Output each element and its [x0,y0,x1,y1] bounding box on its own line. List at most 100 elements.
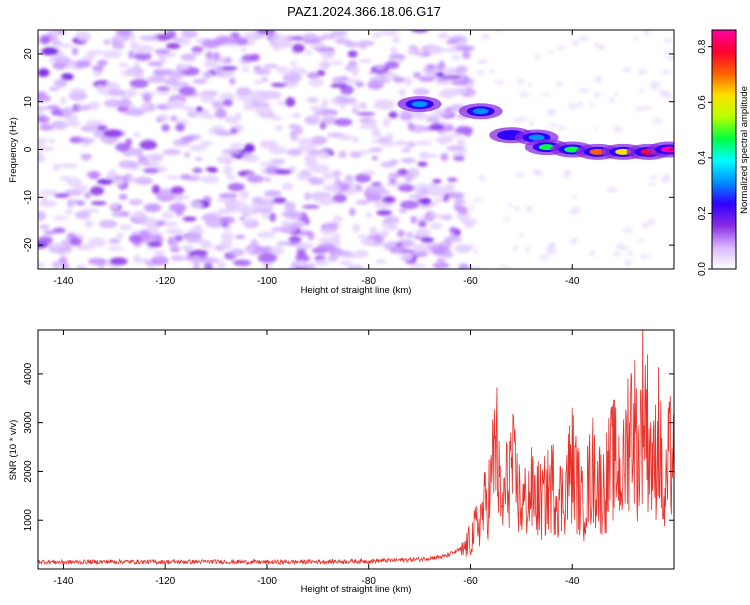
spectrogram-noise-blob [478,174,486,182]
spectrogram-noise-blob [417,161,428,167]
spectrogram-noise-blob [69,237,82,247]
spectrogram-noise-blob [649,81,661,88]
spectrogram-noise-blob [338,150,347,159]
spectrogram-noise-blob [119,224,132,231]
spectrogram-noise-blob [200,175,220,184]
spectrogram-noise-blob [411,113,429,120]
spectrogram-noise-blob [143,161,151,166]
spectrogram-noise-blob [151,184,161,195]
spectrogram-noise-blob [199,93,215,103]
spectrogram-noise-blob [111,211,122,217]
spectrogram-noise-blob [556,81,563,87]
spectrogram-noise-blob [568,210,577,215]
spectrogram-noise-blob [242,104,257,111]
spectrogram-noise-blob [232,259,252,267]
spectrogram-noise-blob [276,66,290,74]
spectrogram-noise-blob [536,170,543,177]
spectrogram-noise-blob [220,239,233,250]
spectrogram-noise-blob [372,103,386,109]
y-tick-label: -10 [23,190,34,205]
spectrogram-noise-blob [639,87,645,93]
spectrogram-noise-blob [450,80,469,86]
spectrogram-noise-blob [60,73,74,81]
spectrogram-noise-blob [150,255,169,266]
spectrogram-noise-blob [139,103,150,110]
spectrogram-noise-blob [68,91,88,101]
spectrogram-noise-blob [296,230,313,236]
spectrogram-noise-blob [66,177,82,187]
spectrogram-noise-blob [167,175,180,180]
spectrogram-noise-blob [133,147,144,158]
spectrogram-noise-blob [443,239,452,248]
spectrogram-noise-blob [83,138,95,144]
spectrogram-noise-blob [38,146,55,151]
spectrogram-noise-blob [410,170,420,177]
spectrogram-noise-blob [386,181,400,187]
spectrogram-noise-blob [295,254,310,262]
spectrogram-noise-blob [520,116,528,121]
spectrogram-noise-blob [270,227,289,233]
spectrogram-noise-blob [235,234,246,240]
spectrogram-noise-blob [665,56,674,61]
y-tick-label: 10 [23,96,34,108]
spectrogram-noise-blob [453,155,465,162]
spectrogram-noise-blob [349,207,356,217]
spectrogram-noise-blob [104,98,123,108]
spectrogram-noise-blob [354,173,372,183]
spectrogram-noise-blob [189,144,208,152]
spectrogram-noise-blob [162,149,182,156]
spectrogram-noise-blob [203,262,213,269]
spectrogram-noise-blob [332,193,347,203]
spectrogram-noise-blob [297,143,317,153]
spectrogram-noise-blob [164,221,179,227]
spectrogram-noise-blob [69,88,86,94]
spectrogram-noise-blob [243,97,252,106]
spectrogram-noise-blob [264,140,278,148]
spectrogram-noise-blob [38,224,50,230]
spectrogram-noise-blob [229,77,236,85]
spectrogram-noise-blob [256,30,276,35]
spectrogram-noise-blob [398,89,407,97]
spectrogram-noise-blob [286,148,302,156]
spectrogram-noise-blob [230,127,238,135]
spectrogram-noise-blob [384,61,400,69]
y-tick-label: 3000 [23,411,34,434]
spectrogram-noise-blob [235,36,248,43]
snr-frame [37,329,675,570]
snr-x-axis-label: Height of straight line (km) [301,584,412,595]
spectrogram-noise-blob [92,71,102,77]
spectrogram-noise-blob [465,84,474,89]
spectrogram-ridge-point [646,141,674,158]
spectrogram-noise-blob [355,81,365,88]
spectrogram-noise-blob [181,135,196,142]
spectrogram-noise-blob [191,46,204,53]
spectrogram-noise-blob [538,254,549,261]
spectrogram-noise-blob [637,68,648,75]
spectrogram-noise-blob [154,48,171,55]
spectrogram-noise-blob [110,202,119,210]
spectrogram-noise-blob [242,152,254,162]
spectrogram-noise-blob [201,241,213,250]
spectrogram-noise-blob [327,112,335,119]
spectrogram-noise-blob [609,96,615,103]
spectrogram-noise-blob [53,193,70,198]
spectrogram-noise-blob [420,237,434,244]
spectrogram-noise-blob [253,208,273,213]
spectrogram-noise-blob [134,52,152,61]
spectrogram-noise-blob [413,88,430,96]
spectrogram-noise-blob [177,64,190,71]
spectrogram-noise-blob [180,53,197,62]
spectrogram-noise-blob [64,209,73,215]
spectrogram-noise-blob [224,42,240,47]
spectrogram-noise-blob [241,54,258,62]
spectrogram-noise-blob [624,259,632,267]
spectrogram-noise-blob [165,228,185,235]
spectrogram-noise-blob [243,143,255,154]
spectrogram-noise-blob [348,60,358,65]
snr-y-ticks: 1000 2000 3000 4000 [23,362,674,531]
spectrogram-noise-blob [234,111,242,122]
x-tick-label: -40 [565,576,580,587]
spectrogram-noise-blob [38,106,49,111]
spectrogram-noise-blob [406,231,414,239]
spectrogram-noise-field [38,30,674,269]
